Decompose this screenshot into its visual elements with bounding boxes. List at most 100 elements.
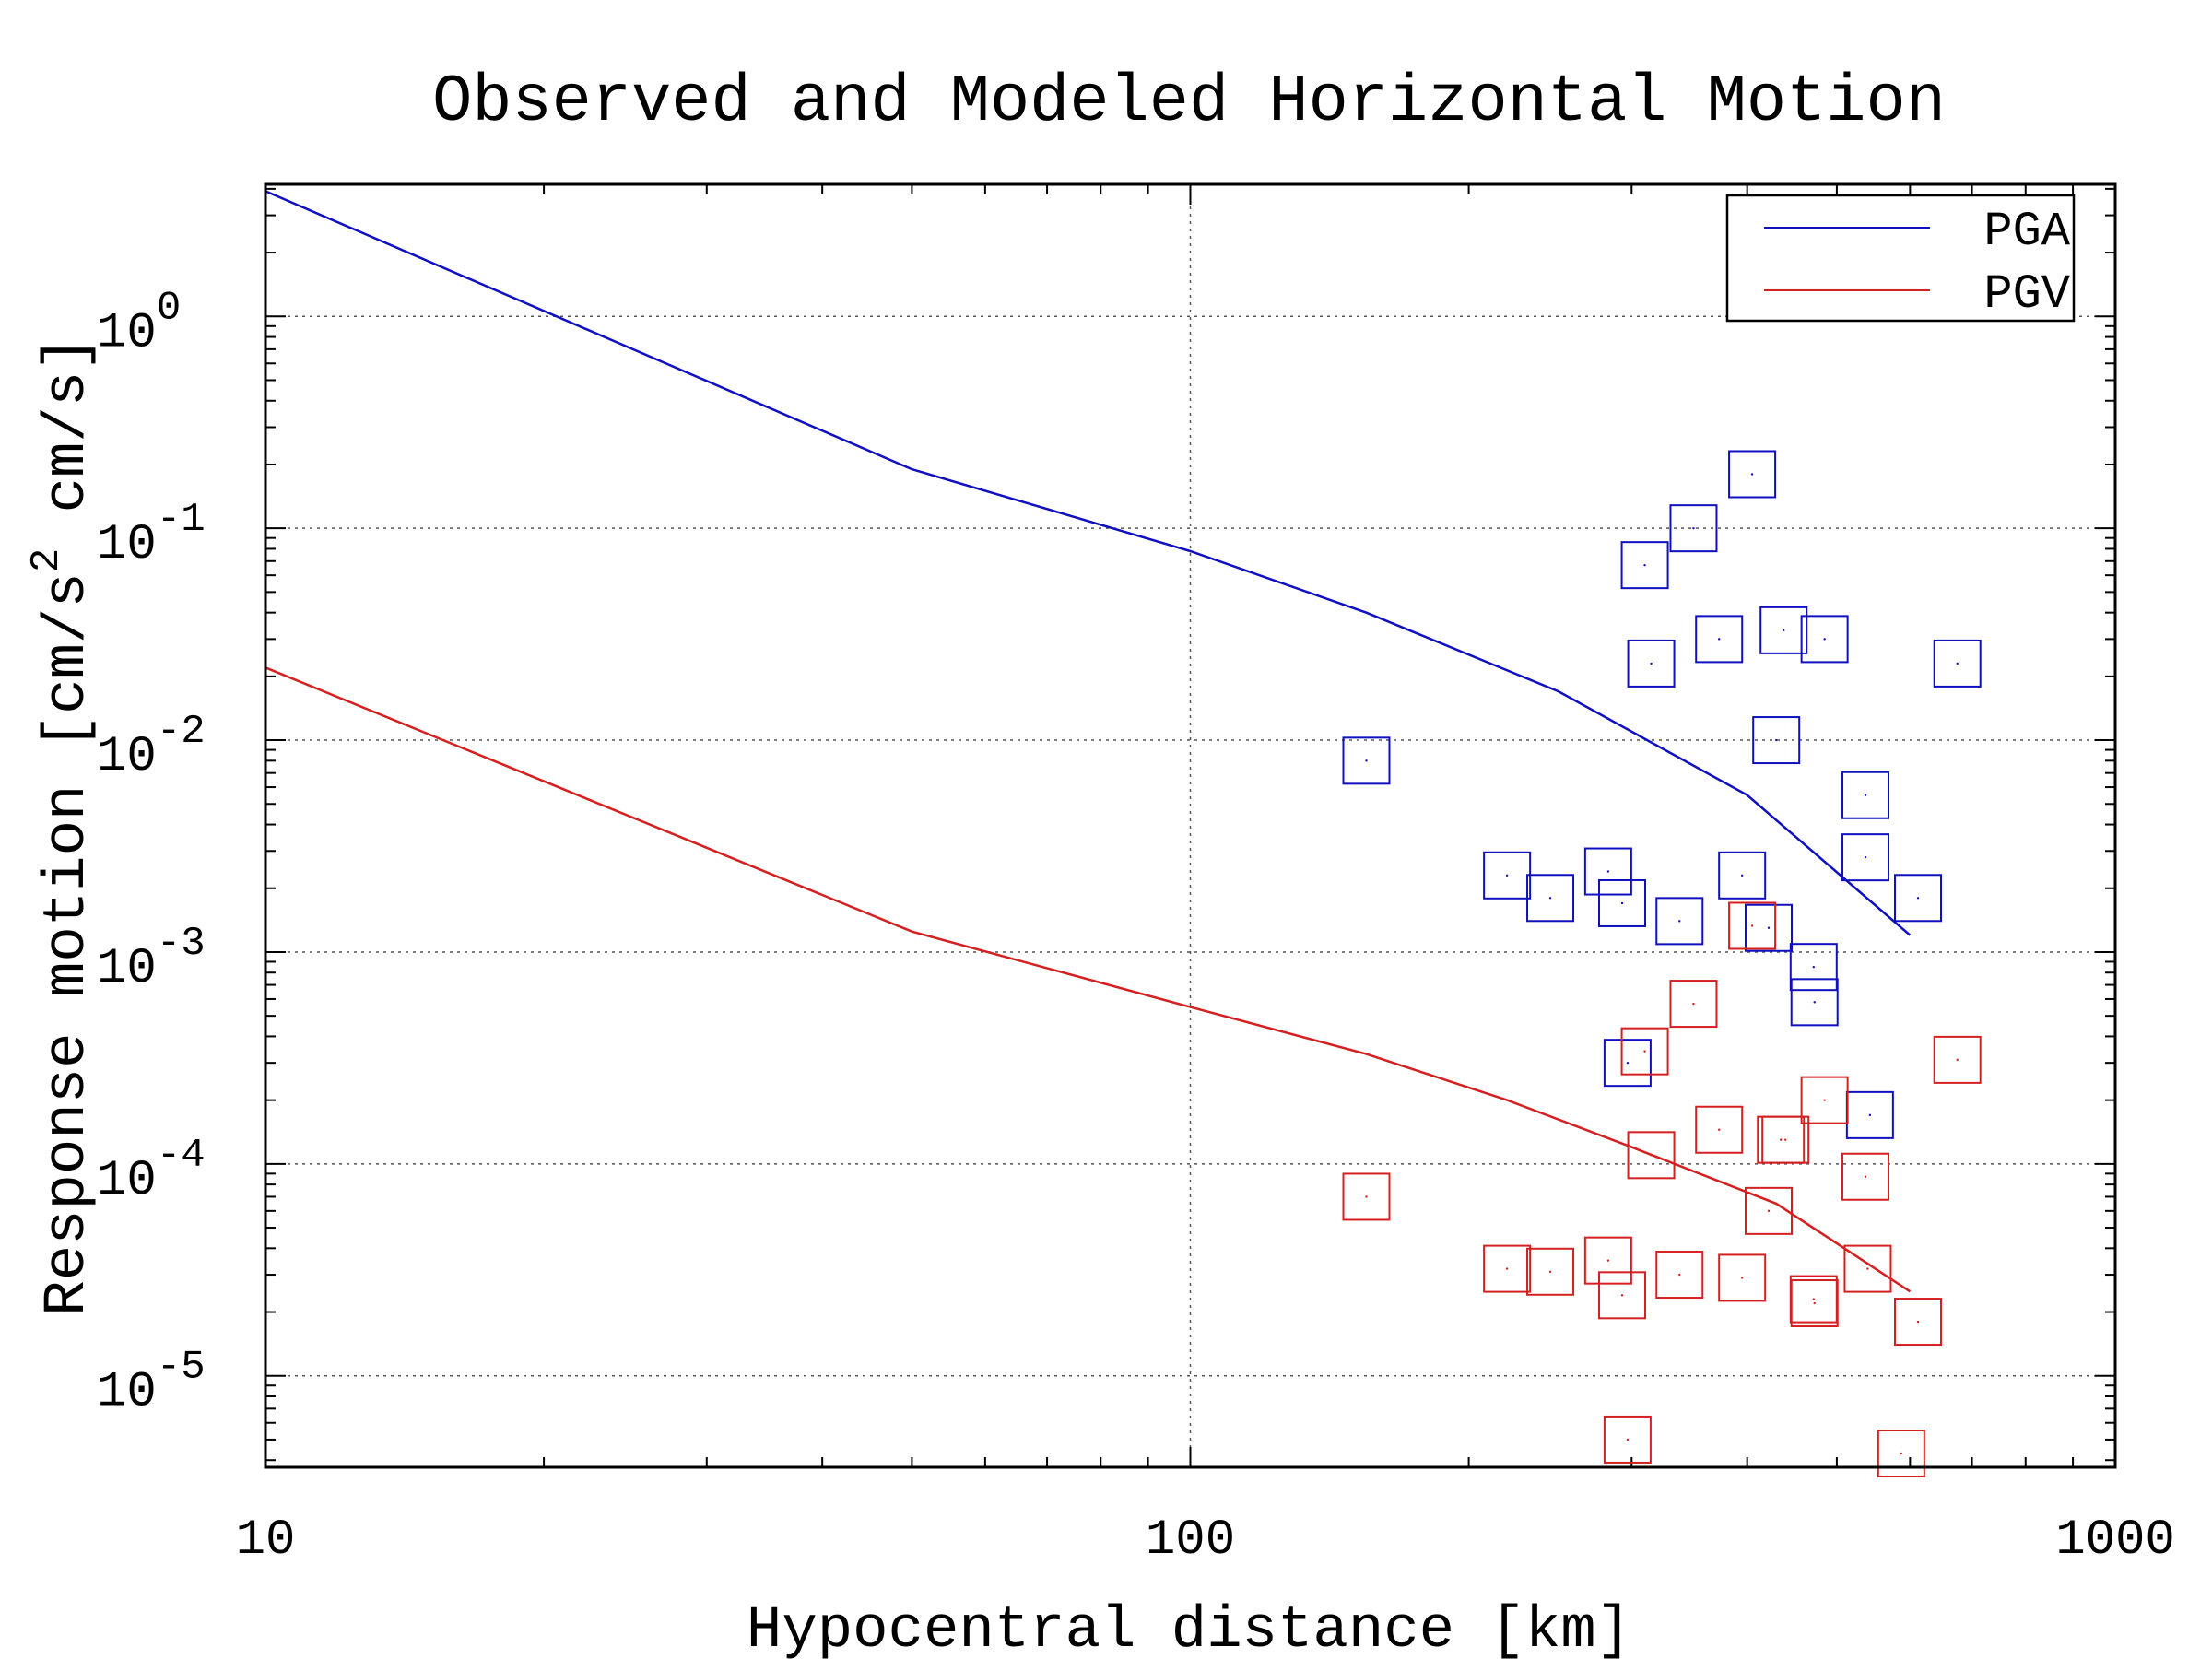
observed-marker-pgv	[1655, 1251, 1704, 1300]
observed-marker-pga	[1894, 874, 1943, 923]
observed-marker-center-pgv	[1900, 1452, 1903, 1455]
y-tick-label: 10-3	[97, 921, 206, 997]
observed-marker-center-pga	[1505, 874, 1509, 877]
observed-marker-pga	[1841, 771, 1890, 819]
observed-marker-center-pgv	[1626, 1438, 1630, 1441]
observed-marker-pgv	[1598, 1271, 1647, 1320]
observed-marker-pgv	[1620, 1027, 1669, 1076]
observed-marker-pga	[1933, 639, 1982, 688]
observed-marker-pgv	[1695, 1105, 1744, 1154]
y-tick-label: 100	[97, 285, 181, 361]
observed-marker-center-pgv	[1780, 1138, 1783, 1141]
observed-marker-pgv	[1800, 1076, 1849, 1124]
y-tick-label-base: 10	[97, 517, 157, 573]
observed-marker-pgv	[1526, 1247, 1575, 1296]
observed-marker-pga	[1728, 450, 1777, 499]
observed-marker-pga	[1620, 541, 1669, 590]
observed-marker-pga	[1598, 878, 1647, 927]
observed-marker-center-pga	[1548, 897, 1552, 900]
legend: PGA PGV	[1725, 194, 2076, 323]
y-tick-label-base: 10	[97, 941, 157, 997]
observed-marker-pgv	[1627, 1131, 1676, 1180]
observed-marker-center-pga	[1643, 563, 1646, 567]
observed-marker-pga	[1583, 847, 1632, 896]
observed-marker-pga	[1718, 851, 1767, 900]
observed-marker-pga	[1627, 639, 1676, 688]
observed-marker-pgv	[1483, 1244, 1532, 1293]
y-tick-label-exponent: -4	[157, 1133, 206, 1179]
x-tick-label: 10	[236, 1512, 296, 1569]
y-tick-label-exponent: 0	[157, 285, 181, 331]
observed-marker-center-pgv	[1650, 1154, 1653, 1157]
observed-marker-center-pgv	[1916, 1320, 1920, 1324]
y-tick-label-base: 10	[97, 1365, 157, 1421]
y-axis-label-superscript: 2	[24, 548, 70, 572]
x-tick-labels: 10 100 1000	[236, 1512, 2175, 1569]
axis-ticks	[265, 184, 2115, 1467]
observed-marker-pga	[1800, 615, 1849, 664]
chart-title: Observed and Modeled Horizontal Motion	[432, 65, 1946, 140]
plot-frame	[264, 182, 2117, 1469]
observed-marker-pgv	[1669, 980, 1718, 1029]
observed-marker-center-pga	[1626, 1061, 1630, 1065]
observed-marker-center-pga	[1650, 662, 1653, 665]
observed-marker-pgv	[1718, 1253, 1767, 1302]
observed-marker-center-pgv	[1956, 1058, 1959, 1062]
observed-marker-center-pgv	[1812, 1298, 1816, 1300]
observed-marker-center-pga	[1718, 638, 1721, 641]
legend-box	[1725, 194, 2076, 323]
observed-marker-center-pga	[1678, 920, 1681, 923]
y-tick-label-base: 10	[97, 1153, 157, 1209]
observed-marker-center-pgv	[1718, 1128, 1721, 1131]
observed-marker-center-pga	[1864, 794, 1867, 796]
observed-marker-pgv	[1894, 1298, 1943, 1347]
observed-marker-pgv	[1342, 1172, 1391, 1221]
observed-marker-center-pgv	[1643, 1050, 1646, 1053]
observed-marker-center-pgv	[1750, 924, 1754, 927]
y-tick-label-exponent: -2	[157, 709, 206, 755]
observed-marker-center-pgv	[1620, 1294, 1624, 1297]
observed-marker-pga	[1790, 978, 1839, 1027]
y-tick-label: 10-1	[97, 497, 206, 573]
x-tick-label: 1000	[2055, 1512, 2175, 1569]
observed-marker-pgv	[1761, 1115, 1810, 1164]
y-tick-label-base: 10	[97, 729, 157, 785]
y-tick-label-exponent: -3	[157, 921, 206, 967]
observed-marker-pgv	[1603, 1415, 1652, 1464]
observed-marker-pga	[1789, 943, 1838, 992]
observed-marker-center-pgv	[1365, 1195, 1368, 1198]
observed-marker-center-pga	[1812, 965, 1816, 969]
y-tick-label: 10-2	[97, 709, 206, 785]
observed-marker-pgv	[1790, 1279, 1839, 1328]
observed-marker-center-pgv	[1784, 1138, 1787, 1141]
y-axis-label-end: cm/s]	[35, 335, 101, 547]
observed-marker-center-pgv	[1823, 1099, 1826, 1101]
observed-marker-center-pga	[1740, 874, 1744, 877]
observed-marker-pga	[1841, 833, 1890, 882]
observed-marker-center-pga	[1956, 662, 1959, 665]
observed-marker-center-pga	[1365, 759, 1368, 762]
observed-marker-center-pga	[1767, 926, 1771, 929]
observed-marker-center-pga	[1620, 901, 1624, 905]
observed-marker-center-pga	[1774, 738, 1778, 742]
legend-label-pga: PGA	[1983, 205, 2070, 259]
model-line-pga	[265, 190, 1912, 936]
observed-marker-center-pgv	[1740, 1277, 1744, 1279]
observed-marker-center-pga	[1864, 855, 1867, 859]
y-tick-label-base: 10	[97, 305, 157, 361]
observed-marker-pga	[1759, 606, 1808, 654]
observed-marker-pga	[1752, 716, 1801, 765]
observed-marker-pgv	[1745, 1186, 1794, 1235]
observed-marker-center-pgv	[1678, 1273, 1681, 1277]
observed-marker-pga	[1342, 736, 1391, 785]
y-tick-label: 10-5	[97, 1345, 206, 1421]
observed-marker-pga	[1669, 504, 1718, 553]
observed-marker-pgv	[1933, 1035, 1982, 1084]
observed-marker-center-pgv	[1813, 1301, 1816, 1305]
observed-marker-pgv	[1841, 1152, 1890, 1201]
observed-marker-center-pga	[1813, 1001, 1816, 1004]
observed-marker-pgv	[1843, 1244, 1892, 1293]
x-axis-label: Hypocentral distance [km]	[747, 1598, 1631, 1659]
observed-marker-pgv	[1728, 901, 1777, 950]
observed-marker-center-pgv	[1866, 1267, 1869, 1270]
